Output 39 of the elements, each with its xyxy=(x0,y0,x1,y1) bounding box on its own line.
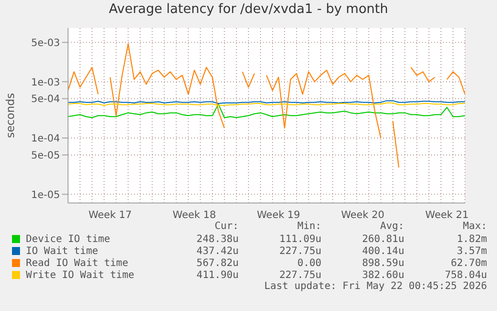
text: 758.04u xyxy=(444,270,487,280)
text: 62.70m xyxy=(450,258,487,268)
text: 3.57m xyxy=(456,246,487,256)
text: Cur: xyxy=(214,221,239,233)
text: 227.75u xyxy=(278,246,322,256)
legend-label: Write IO Wait time xyxy=(26,270,136,280)
x-tick-label: Week 18 xyxy=(172,210,216,222)
text: 898.59u xyxy=(361,258,404,268)
line-series xyxy=(68,104,465,118)
y-axis-title: seconds xyxy=(4,92,17,138)
legend-label: IO Wait time xyxy=(26,246,100,256)
text: 400.14u xyxy=(361,246,404,256)
text: 260.81u xyxy=(361,234,404,244)
x-tick-label: Week 20 xyxy=(341,210,384,222)
y-tick-label: 1e-03 xyxy=(31,77,60,88)
y-tick-label: 5e-04 xyxy=(31,94,60,106)
text: Max: xyxy=(462,221,487,233)
text: 0.00 xyxy=(296,258,322,268)
legend-label: Read IO Wait time xyxy=(26,258,130,268)
x-tick-label: Week 19 xyxy=(256,210,300,222)
text: 227.75u xyxy=(278,270,322,280)
text: 382.60u xyxy=(361,270,404,280)
text: 567.82u xyxy=(196,258,239,268)
text: 1.82m xyxy=(456,234,487,244)
text: Last update: Fri May 22 00:45:25 2026 xyxy=(263,281,487,293)
y-tick-label: 5e-05 xyxy=(31,150,60,162)
x-tick-label: Week 17 xyxy=(88,210,132,222)
legend-label: Device IO time xyxy=(26,234,112,244)
y-tick-label: 1e-05 xyxy=(31,190,60,201)
y-tick-label: 1e-04 xyxy=(31,134,60,145)
text: 248.38u xyxy=(196,234,239,244)
x-tick-label: Week 21 xyxy=(425,210,469,222)
text: 437.42u xyxy=(196,246,239,256)
chart-title: Average latency for /dev/xvda1 - by month xyxy=(108,2,390,17)
y-tick-label: 5e-03 xyxy=(31,38,60,49)
text: Avg: xyxy=(379,221,404,233)
text: 111.09u xyxy=(278,234,322,244)
text: 411.90u xyxy=(196,270,239,280)
text: Min: xyxy=(296,221,322,233)
